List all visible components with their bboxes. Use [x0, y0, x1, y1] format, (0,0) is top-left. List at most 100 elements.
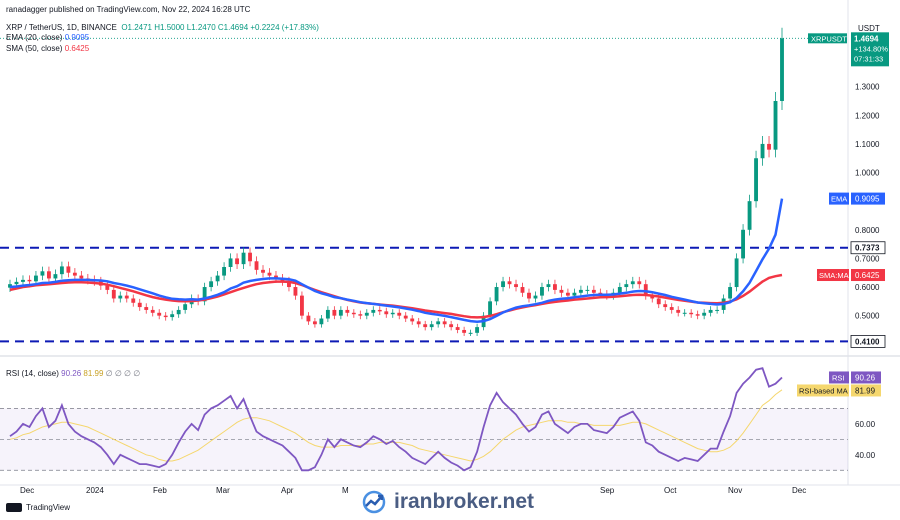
price-tick-label: 1.0000 — [855, 169, 880, 178]
candle-body — [319, 318, 324, 325]
candle-body — [507, 281, 512, 285]
candle-body — [66, 266, 71, 273]
candle-body — [306, 315, 311, 322]
price-tick-label: 1.1000 — [855, 140, 880, 149]
candle-body — [144, 307, 149, 310]
candle-body — [767, 143, 771, 150]
candle-body — [442, 321, 447, 325]
candle-body — [540, 287, 544, 296]
rsi-tag-name: RSI — [832, 373, 845, 382]
candle-body — [715, 309, 720, 311]
symbol-legend[interactable]: XRP / TetherUS, 1D, BINANCE O1.2471 H1.5… — [6, 23, 319, 33]
chart-logo-icon — [362, 490, 386, 514]
level-tag-label: 0.4100 — [855, 337, 880, 346]
price-tag-change: +134.80% — [854, 44, 888, 53]
time-tick-label: Dec — [20, 486, 34, 495]
time-tick-label: M — [342, 486, 349, 495]
candle-body — [332, 309, 337, 316]
watermark: iranbroker.net — [360, 490, 534, 514]
candle-body — [741, 229, 746, 259]
candle-body — [669, 307, 674, 310]
candle-body — [72, 272, 77, 276]
candle-body — [157, 312, 162, 316]
ema-legend-label: EMA (20, close) — [6, 33, 63, 42]
rsi-tag-name-bg — [829, 371, 849, 384]
symbol-name[interactable]: XRP / TetherUS, 1D, BINANCE — [6, 23, 117, 32]
rsi-tick-label: 60.00 — [855, 420, 876, 429]
candle-body — [150, 309, 155, 313]
tradingview-footer[interactable]: TradingView — [6, 503, 70, 512]
candle-body — [241, 252, 246, 265]
rsi-legend-value: 90.26 — [61, 369, 82, 378]
candle-body — [163, 315, 168, 318]
candle-body — [702, 312, 707, 316]
candle-body — [754, 158, 758, 202]
ema-legend[interactable]: EMA (20, close) 0.9095 — [6, 33, 89, 43]
rsi-legend-extra: ∅ ∅ ∅ ∅ — [105, 369, 141, 378]
candle-body — [403, 315, 408, 319]
candle-body — [261, 269, 265, 273]
candle-body — [358, 314, 363, 316]
rsi-tag — [851, 371, 881, 384]
candle-body — [325, 309, 330, 319]
candle-body — [312, 321, 317, 325]
sma-tag-name: SMA:MA — [819, 271, 849, 280]
candle-body — [254, 261, 259, 270]
candle-body — [501, 281, 505, 288]
candle-body — [650, 295, 655, 299]
ohlc-change: +0.2224 (+17.83%) — [250, 23, 319, 32]
tradingview-brand: TradingView — [26, 503, 71, 512]
candle-body — [455, 327, 460, 330]
symbol-tag — [808, 33, 847, 44]
candle-body — [676, 309, 681, 313]
candle-body — [488, 301, 492, 316]
candle-body — [170, 314, 175, 318]
candle-body — [222, 267, 227, 276]
ohlc-close: C1.4694 — [217, 23, 249, 32]
candle-body — [235, 258, 239, 265]
rsi-legend[interactable]: RSI (14, close) 90.26 81.99 ∅ ∅ ∅ ∅ — [6, 369, 140, 379]
candle-body — [578, 289, 583, 293]
candle-body — [300, 295, 304, 316]
candle-body — [695, 314, 700, 316]
candle-body — [384, 311, 389, 315]
candle-body — [553, 284, 557, 290]
candle-body — [21, 279, 25, 282]
candle-body — [559, 289, 564, 293]
candle-body — [345, 309, 350, 313]
candle-body — [572, 292, 577, 296]
gridlines — [0, 0, 900, 486]
price-tick-label: 0.8000 — [855, 226, 880, 235]
candle-body — [624, 284, 629, 288]
candle-body — [423, 324, 428, 328]
candle-body — [475, 327, 480, 333]
sma-legend[interactable]: SMA (50, close) 0.6425 — [6, 44, 89, 54]
candle-body — [274, 275, 278, 279]
price-tick-label: 0.7000 — [855, 254, 880, 263]
publish-note: ranadagger published on TradingView.com,… — [6, 5, 251, 14]
candle-body — [59, 266, 64, 275]
candle-body — [617, 287, 622, 293]
candle-body — [734, 258, 739, 288]
price-tag-countdown: 07:31:33 — [854, 54, 883, 63]
candle-body — [397, 312, 402, 316]
candle-body — [436, 321, 441, 325]
candle-body — [53, 274, 58, 279]
rsi-ma-line — [9, 389, 783, 462]
rsi-ma-tag-name: RSI-based MA — [799, 386, 848, 395]
ema-tag — [851, 192, 885, 205]
rsi-ma-legend-value: 81.99 — [83, 369, 104, 378]
rsi-legend-label: RSI (14, close) — [6, 369, 59, 378]
candle-body — [287, 281, 291, 288]
sma-legend-label: SMA (50, close) — [6, 44, 63, 53]
candle-body — [527, 292, 531, 299]
rsi-ma-tag — [851, 384, 881, 397]
ema-legend-value: 0.9095 — [64, 33, 90, 42]
candle-body — [747, 201, 752, 230]
candle-body — [338, 309, 343, 316]
rsi-line — [9, 367, 783, 472]
sma-tag-name-bg — [817, 269, 849, 282]
candle-body — [663, 304, 668, 308]
candle-body — [643, 284, 648, 296]
price-tag-value: 1.4694 — [854, 34, 879, 43]
